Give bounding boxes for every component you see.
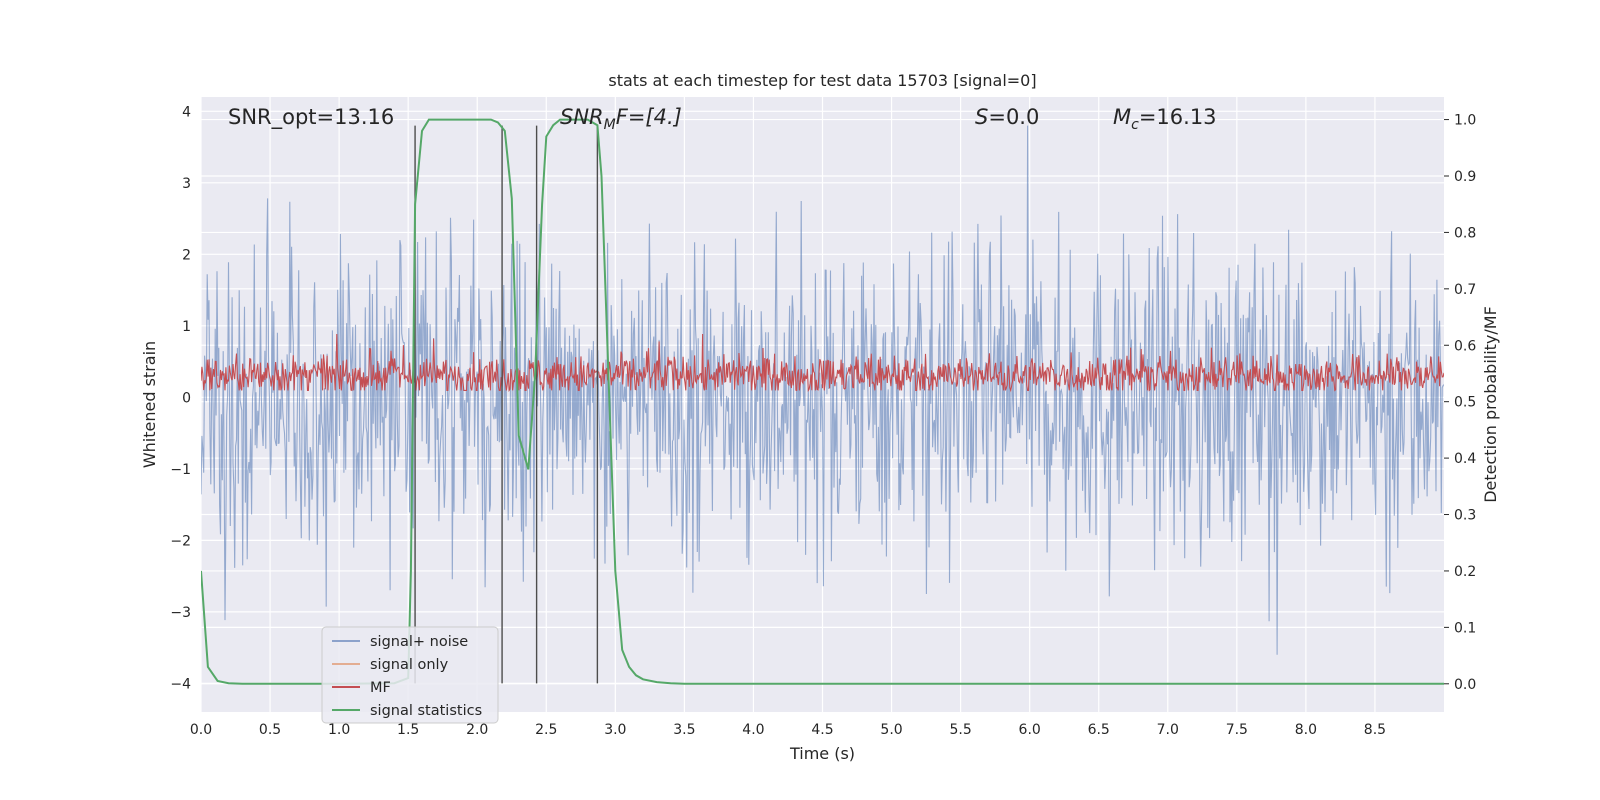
y-tick-label-right: 0.7	[1454, 282, 1476, 298]
x-tick-label: 2.0	[466, 722, 488, 738]
y-tick-label-right: 0.8	[1454, 225, 1476, 241]
series-signal-noise	[201, 125, 1444, 655]
x-tick-label: 4.0	[742, 722, 764, 738]
legend: signal+ noise signal only MF signal statist…	[321, 626, 499, 724]
annotation-s-main: S	[975, 105, 988, 129]
annotation-mc-sub: c	[1131, 117, 1139, 133]
y-tick-label-left: 4	[182, 104, 191, 120]
x-tick-label: 7.5	[1226, 722, 1248, 738]
y-axis-label-left: Whitened strain	[140, 341, 159, 468]
x-tick-label: 1.5	[397, 722, 419, 738]
x-tick-label: 0.0	[190, 722, 212, 738]
annotation-mc-tail: =16.13	[1139, 105, 1217, 129]
chart-title: stats at each timestep for test data 157…	[608, 71, 1036, 90]
y-tick-label-right: 0.5	[1454, 395, 1476, 411]
y-tick-label-left: −3	[170, 605, 191, 621]
annotation-snr-mf-sub: M	[604, 117, 616, 133]
legend-entry: MF	[370, 680, 391, 696]
y-tick-label-right: 0.0	[1454, 677, 1476, 693]
x-tick-label: 4.5	[811, 722, 833, 738]
annotation-s: S=0.0	[975, 105, 1039, 129]
x-tick-label: 7.0	[1157, 722, 1179, 738]
y-tick-label-left: 1	[182, 319, 191, 335]
annotation-snr-mf: SNRMF=[4.]	[560, 105, 682, 133]
legend-entry: signal statistics	[370, 703, 482, 719]
x-tick-label: 2.5	[535, 722, 557, 738]
x-tick-label: 5.0	[880, 722, 902, 738]
annotation-mc-main: M	[1113, 105, 1131, 129]
y-tick-label-left: 3	[182, 176, 191, 192]
x-axis-label: Time (s)	[789, 744, 855, 763]
annotation-snr-mf-tail: F=[4.]	[616, 105, 682, 129]
x-tick-label: 3.0	[604, 722, 626, 738]
series-mf	[201, 333, 1444, 393]
legend-entry: signal only	[370, 657, 449, 673]
y-axis-label-right: Detection probability/MF	[1481, 306, 1500, 503]
annotation-s-tail: =0.0	[988, 105, 1039, 129]
x-tick-label: 8.0	[1295, 722, 1317, 738]
y-tick-label-right: 0.2	[1454, 564, 1476, 580]
legend-box	[321, 626, 499, 724]
x-tick-label: 1.0	[328, 722, 350, 738]
x-tick-label: 3.5	[673, 722, 695, 738]
annotation-mc: Mc=16.13	[1113, 105, 1217, 133]
x-tick-label: 6.5	[1088, 722, 1110, 738]
y-tick-label-right: 0.1	[1454, 620, 1476, 636]
y-tick-label-left: −4	[170, 676, 191, 692]
annotation-snr-opt: SNR_opt=13.16	[228, 105, 394, 130]
x-tick-label: 6.0	[1019, 722, 1041, 738]
y-tick-label-left: −2	[170, 533, 191, 549]
legend-entry: signal+ noise	[370, 634, 468, 650]
x-tick-label: 5.5	[949, 722, 971, 738]
y-tick-label-right: 0.4	[1454, 451, 1476, 467]
x-tick-label: 8.5	[1364, 722, 1386, 738]
x-tick-label: 0.5	[259, 722, 281, 738]
annotation-snr-mf-base: SNR	[560, 105, 604, 129]
y-tick-label-left: 0	[182, 390, 191, 406]
y-tick-label-right: 1.0	[1454, 113, 1476, 129]
y-tick-label-right: 0.9	[1454, 169, 1476, 185]
y-tick-label-left: −1	[170, 462, 191, 478]
y-tick-label-left: 2	[182, 247, 191, 263]
y-tick-label-right: 0.6	[1454, 338, 1476, 354]
y-tick-label-right: 0.3	[1454, 508, 1476, 524]
tick-labels: 0.0 0.5 1.0 1.5 2.0 2.5 3.0 3.5 4.0 4.5 5.0 5.5 6.0 6…	[170, 104, 1476, 738]
